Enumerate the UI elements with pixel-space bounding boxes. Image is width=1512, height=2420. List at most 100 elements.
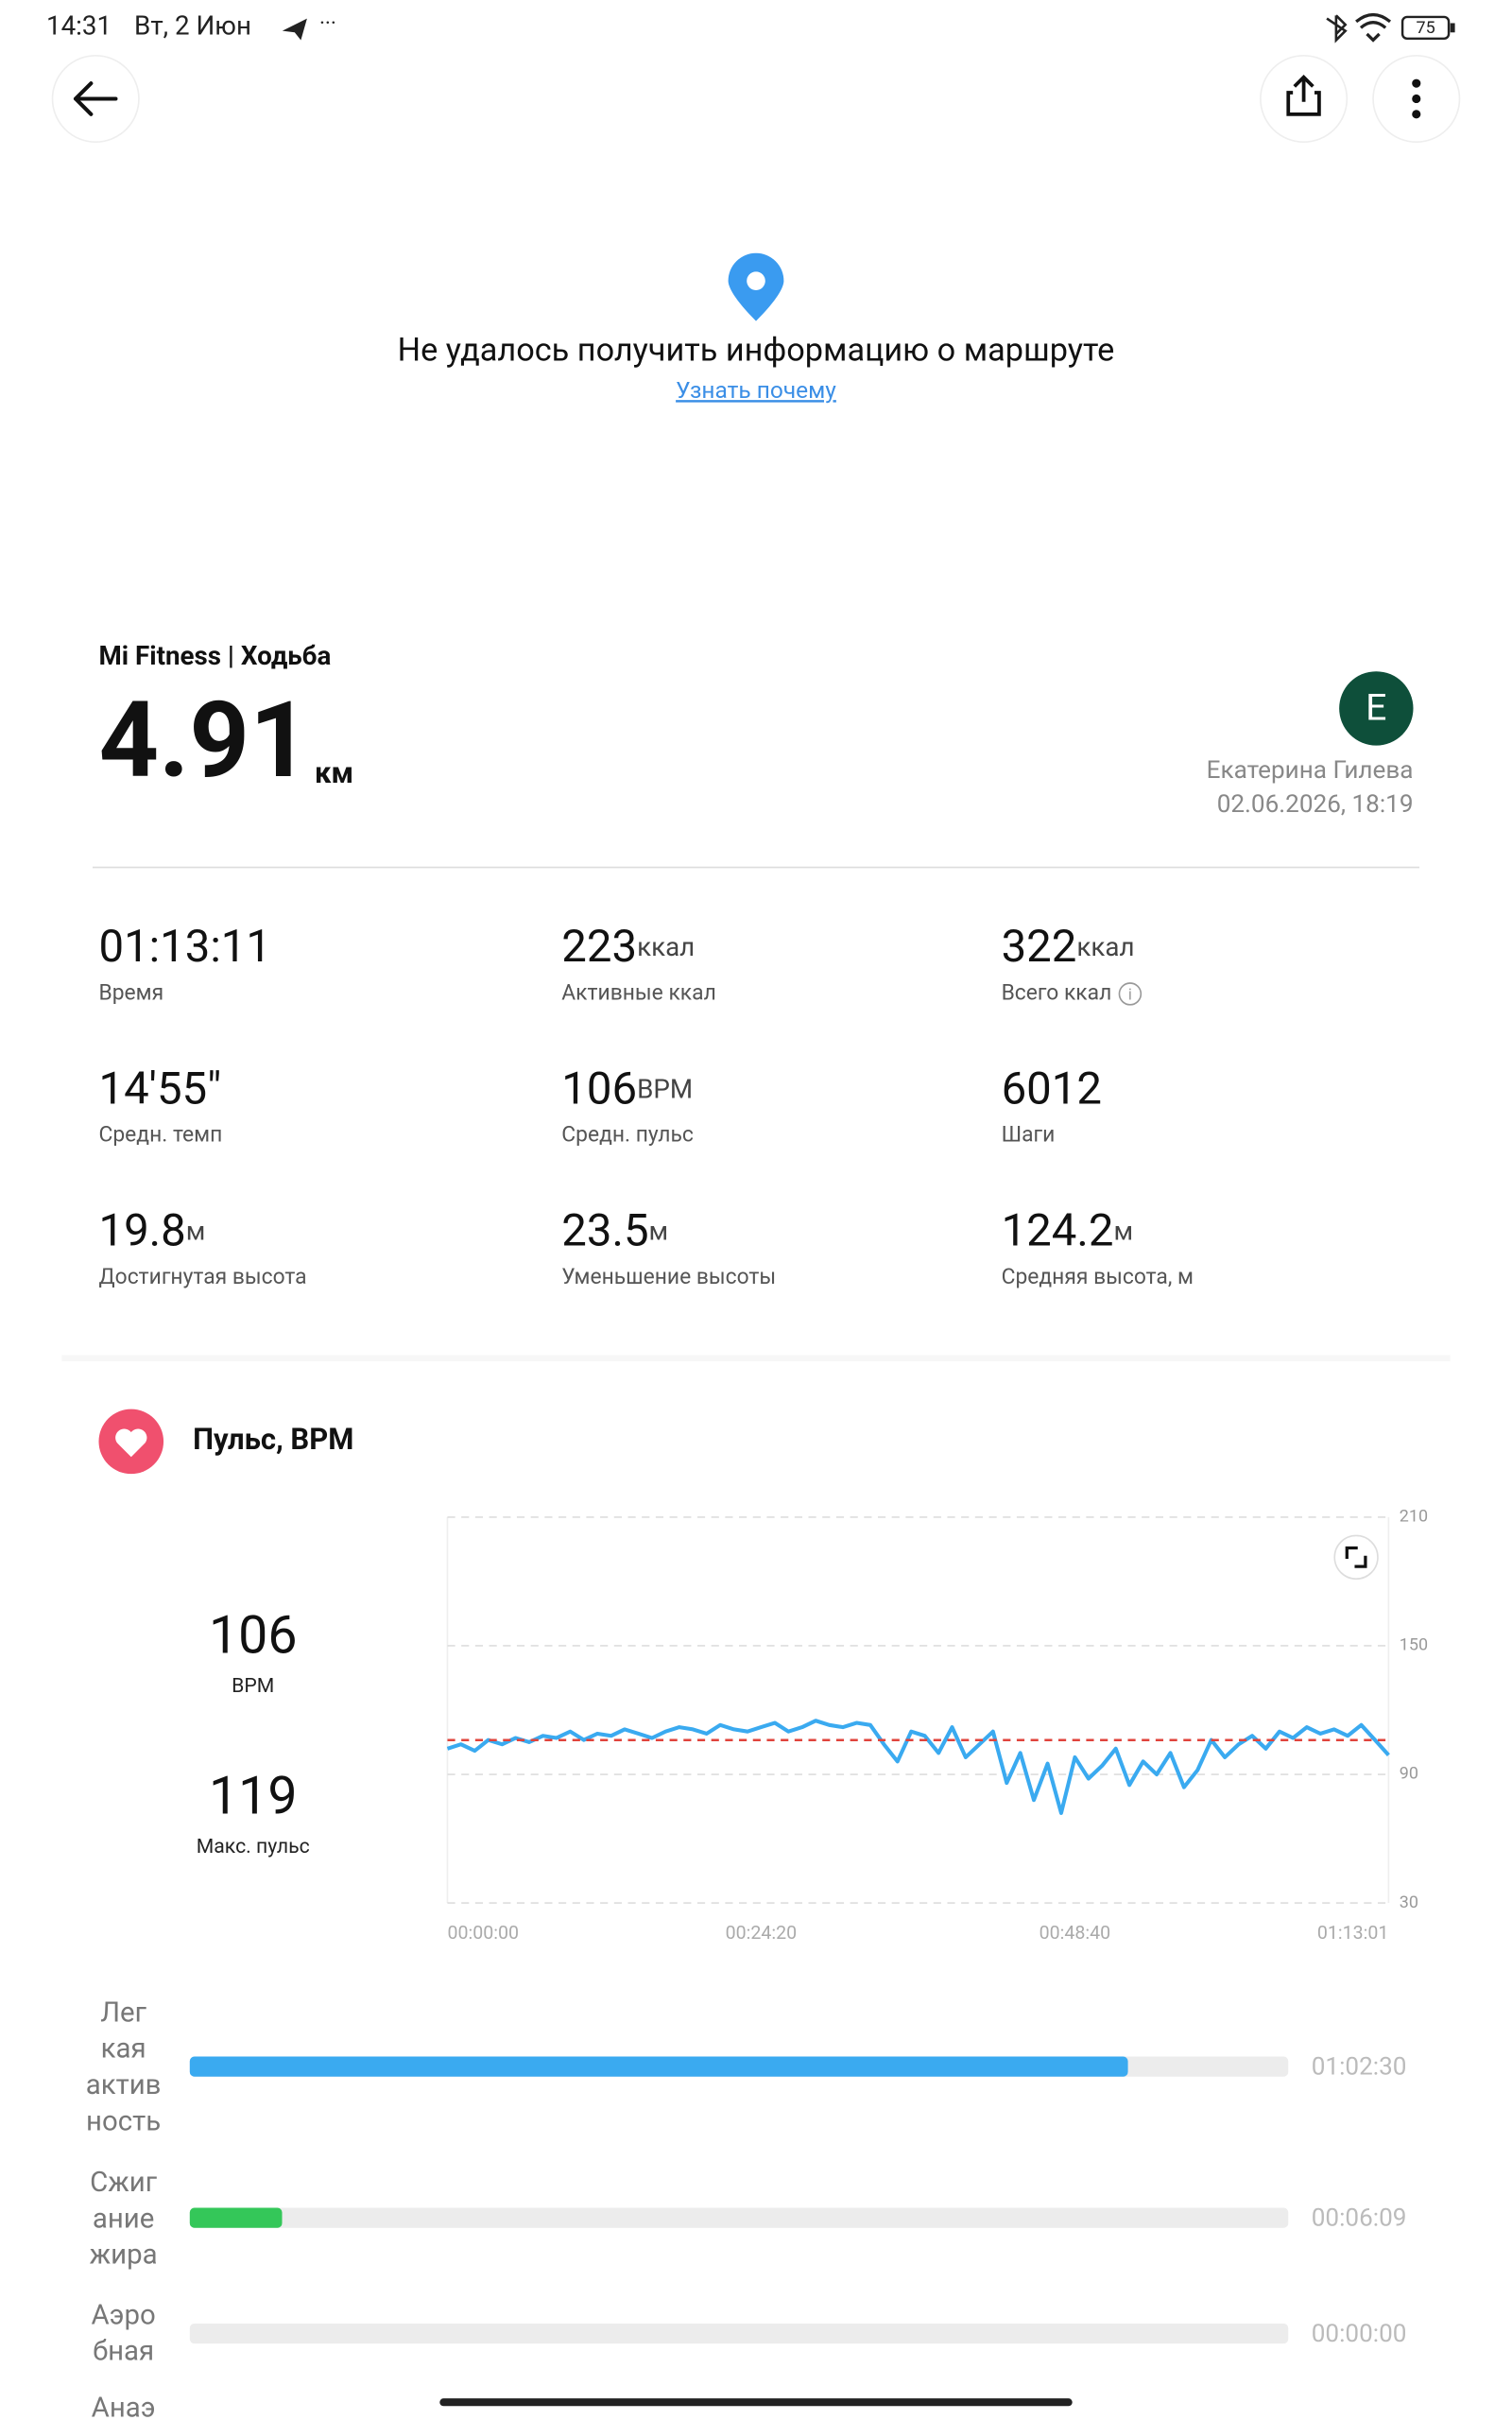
stat-number: 14'55": [98, 1062, 221, 1115]
workout-datetime: 02.06.2026, 18:19: [1217, 790, 1414, 819]
stat-number: 124.2: [1002, 1203, 1114, 1256]
heart-chart: 30 90 150 210 00:00:00 00:24:20 00:48:40 01:13:…: [446, 1507, 1428, 1944]
heart-title: Пульс, BPM: [193, 1422, 353, 1457]
zone-name: кая: [101, 2033, 146, 2066]
avg-hr: 106: [209, 1605, 298, 1667]
stat-number: 322: [1002, 920, 1077, 973]
stat-unit: м: [649, 1216, 669, 1247]
zone-name: бная: [93, 2336, 154, 2368]
route-link[interactable]: Узнать почему: [676, 376, 836, 404]
battery-level: 75: [1416, 18, 1435, 38]
stat-value: 19.8м: [98, 1203, 205, 1256]
stat-number: 01:13:11: [98, 920, 271, 973]
zone-bar: [189, 2056, 1128, 2077]
x-tick-label: 00:24:20: [726, 1922, 798, 1944]
stat-value: 23.5м: [561, 1203, 668, 1256]
zone-time: 00:06:09: [1312, 2204, 1407, 2233]
stat-label: Достигнутая высота: [98, 1264, 306, 1289]
heart-icon: [115, 1428, 147, 1458]
y-tick-label: 210: [1400, 1507, 1428, 1527]
route-message: Не удалось получить информацию о маршрут…: [398, 331, 1115, 369]
zone-name: Анаэ: [92, 2392, 156, 2420]
stat-number: 6012: [1002, 1062, 1102, 1115]
hr-line: [446, 1719, 1390, 1815]
home-indicator: [439, 2398, 1073, 2407]
zone-name: актив: [86, 2069, 162, 2101]
expand-circle: [1333, 1534, 1379, 1581]
bluetooth-icon: [1326, 14, 1348, 43]
stat-number: 23.5: [561, 1203, 648, 1256]
expand-icon: [1345, 1546, 1367, 1568]
avatar-letter: E: [1366, 685, 1386, 729]
info-icon-i: i: [1128, 985, 1132, 1003]
stat-label: Средн. темп: [98, 1122, 222, 1148]
stat-label: Активные ккал: [561, 979, 716, 1005]
wifi-icon: [1355, 12, 1392, 43]
stat-value: 124.2м: [1002, 1203, 1133, 1256]
stat-unit: м: [1113, 1216, 1133, 1247]
zone-time: 01:02:30: [1312, 2053, 1407, 2082]
stat-label: Время: [98, 979, 163, 1005]
y-tick-label: 90: [1400, 1764, 1418, 1784]
zone-name: Сжиг: [90, 2167, 158, 2199]
stat-unit: ккал: [637, 931, 695, 962]
section-separator: [61, 1355, 1451, 1361]
stat-value: 14'55": [98, 1062, 221, 1115]
x-tick-label: 01:13:01: [1317, 1922, 1389, 1944]
stat-value: 6012: [1002, 1062, 1102, 1115]
stat-value: 01:13:11: [98, 920, 271, 973]
stat-value: 223ккал: [561, 920, 695, 973]
status-time: 14:31: [46, 10, 112, 42]
zone-track: [189, 2323, 1289, 2344]
pin-hole: [747, 271, 765, 290]
zone-name: Аэро: [92, 2299, 156, 2331]
zone-time: 00:00:00: [1312, 2320, 1407, 2348]
avg-hr-unit: BPM: [232, 1674, 274, 1698]
info-icon: [1118, 982, 1143, 1006]
max-hr: 119: [209, 1765, 298, 1826]
stat-unit: ккал: [1076, 931, 1134, 962]
avatar: [1339, 671, 1414, 746]
stat-value: 322ккал: [1002, 920, 1135, 973]
share-button[interactable]: [1260, 54, 1349, 144]
telegram-icon: [282, 18, 307, 41]
stat-number: 106: [561, 1062, 637, 1115]
back-button[interactable]: [51, 54, 140, 144]
stat-number: 19.8: [98, 1203, 185, 1256]
back-arrow: [73, 81, 118, 116]
menu-dot: [1412, 78, 1421, 88]
y-tick-label: 150: [1400, 1635, 1428, 1655]
more-notif: ···: [319, 10, 336, 36]
distance-unit: км: [315, 755, 353, 790]
stat-unit: BPM: [637, 1074, 693, 1105]
zone-name: ность: [86, 2105, 161, 2137]
stat-label: Шаги: [1002, 1122, 1056, 1148]
y-tick-label: 30: [1400, 1893, 1418, 1912]
battery-tip: [1450, 23, 1455, 33]
max-hr-label: Макс. пульс: [197, 1835, 310, 1858]
stat-unit: м: [186, 1216, 206, 1247]
stat-label: Средняя высота, м: [1002, 1264, 1194, 1289]
x-tick-label: 00:48:40: [1040, 1922, 1111, 1944]
battery: [1400, 15, 1451, 41]
menu-dot: [1412, 94, 1421, 104]
share-icon: [1286, 74, 1321, 116]
stat-label: Уменьшение высоты: [561, 1264, 776, 1289]
expand-button[interactable]: [1333, 1534, 1379, 1581]
stat-number: 223: [561, 920, 637, 973]
stat-label: Средн. пульс: [561, 1122, 694, 1148]
user-name: Екатерина Гилева: [1207, 756, 1414, 785]
x-tick-label: 00:00:00: [447, 1922, 519, 1944]
menu-dot: [1412, 110, 1421, 119]
distance: 4.91: [98, 680, 309, 803]
zone-name: жира: [90, 2239, 158, 2272]
workout-source: Mi Fitness | Ходьба: [98, 640, 331, 671]
zone-track: [189, 2207, 1289, 2228]
menu-button[interactable]: [1372, 54, 1461, 144]
zone-bar: [189, 2207, 283, 2228]
zone-name: ание: [93, 2203, 154, 2235]
